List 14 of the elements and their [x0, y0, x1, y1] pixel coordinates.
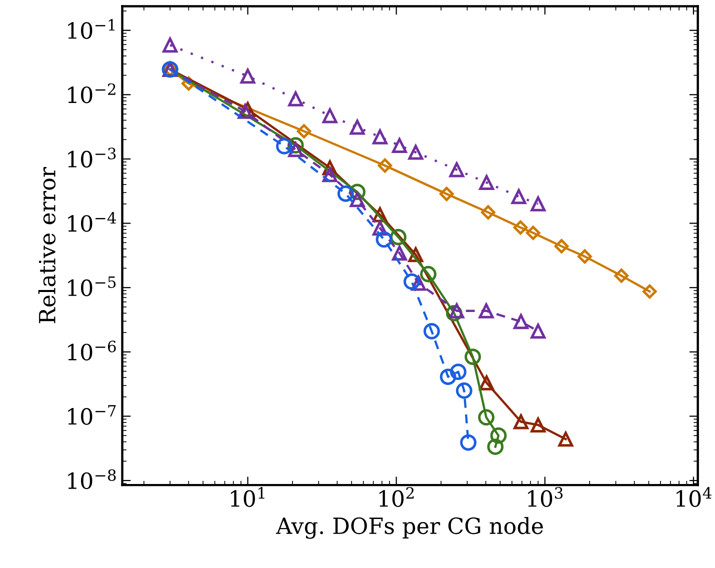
- y-tick-label: 10$^{−3}$: [68, 148, 116, 168]
- x-tick-label: 10$^{3}$: [528, 487, 563, 507]
- x-axis-title: Avg. DOFs per CG node: [276, 516, 543, 539]
- y-tick-label: 10$^{−2}$: [68, 83, 116, 104]
- y-axis-title: Relative error: [38, 166, 56, 324]
- y-tick-label: 10$^{−8}$: [68, 469, 116, 490]
- x-tick-label: 10$^{2}$: [379, 487, 414, 507]
- y-tick-label: 10$^{−4}$: [68, 212, 116, 232]
- y-tick-label: 10$^{−5}$: [68, 276, 116, 296]
- y-tick-label: 10$^{−7}$: [68, 405, 116, 425]
- y-tick-label: 10$^{−6}$: [68, 340, 116, 361]
- y-tick-label: 10$^{−1}$: [68, 19, 115, 39]
- x-tick-label: 10$^{4}$: [676, 487, 712, 507]
- x-tick-label: 10$^{1}$: [230, 487, 264, 507]
